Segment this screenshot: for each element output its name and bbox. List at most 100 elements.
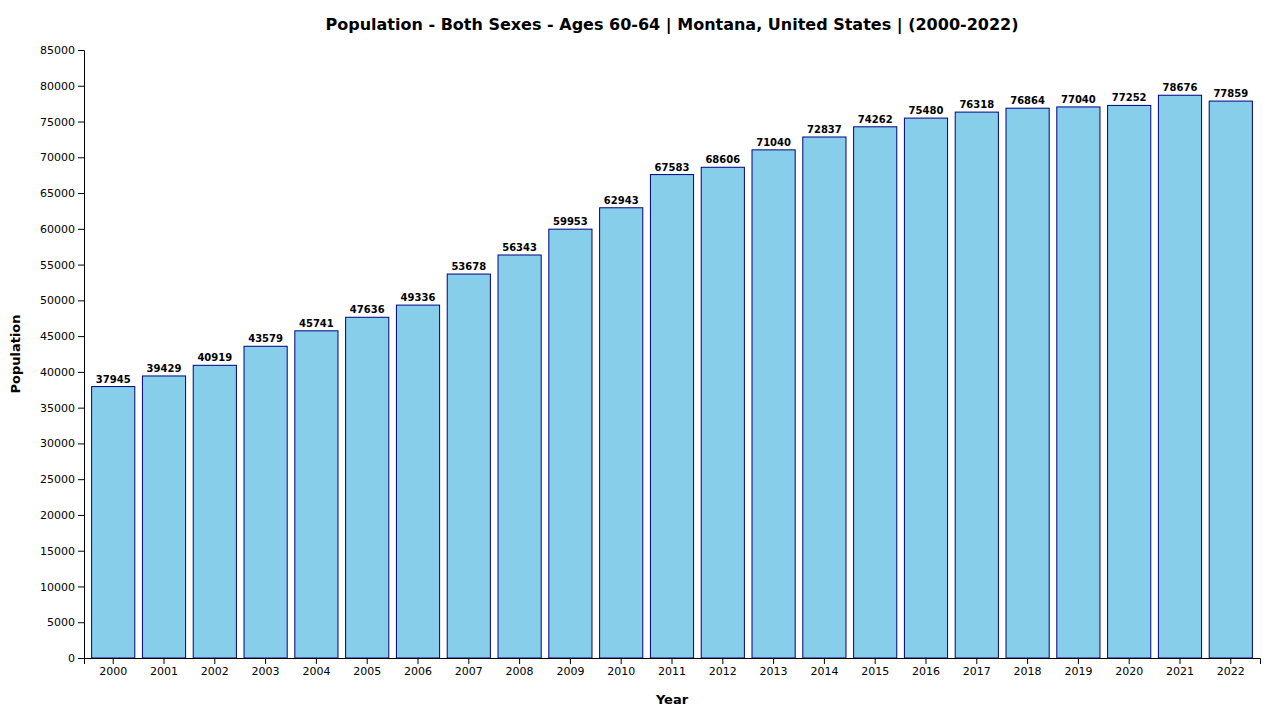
x-tick-label: 2014 xyxy=(810,665,838,678)
x-tick-label: 2006 xyxy=(404,665,432,678)
x-tick: 2004 xyxy=(302,658,330,678)
x-tick: 2002 xyxy=(201,658,229,678)
x-tick-mark xyxy=(824,658,825,664)
bar xyxy=(447,274,490,658)
data-label: 47636 xyxy=(350,304,385,315)
x-tick-label: 2001 xyxy=(150,665,178,678)
y-tick-mark xyxy=(78,586,84,587)
y-tick: 75000 xyxy=(40,116,84,129)
y-tick: 60000 xyxy=(40,223,84,236)
x-tick-mark xyxy=(367,658,368,664)
y-axis: 0500010000150002000025000300003500040000… xyxy=(40,44,85,665)
x-tick-label: 2005 xyxy=(353,665,381,678)
data-label: 68606 xyxy=(705,154,740,165)
x-tick-mark xyxy=(316,658,317,664)
y-tick-label: 15000 xyxy=(40,545,75,558)
x-tick-label: 2004 xyxy=(302,665,330,678)
y-tick: 25000 xyxy=(40,473,84,486)
x-tick: 2015 xyxy=(861,658,889,678)
data-label: 43579 xyxy=(248,333,283,344)
data-label: 59953 xyxy=(553,216,588,227)
x-tick: 2022 xyxy=(1217,658,1245,678)
plot-area xyxy=(92,95,1253,658)
x-tick-mark xyxy=(519,658,520,664)
bar xyxy=(193,365,236,658)
x-tick-label: 2013 xyxy=(760,665,788,678)
y-tick-mark xyxy=(78,122,84,123)
x-tick-label: 2002 xyxy=(201,665,229,678)
y-tick-mark xyxy=(78,193,84,194)
y-tick-label: 0 xyxy=(68,652,75,665)
bar xyxy=(346,317,389,658)
y-tick-label: 50000 xyxy=(40,294,75,307)
x-tick-mark xyxy=(773,658,774,664)
data-label: 74262 xyxy=(858,114,893,125)
data-label: 62943 xyxy=(604,195,639,206)
x-tick-label: 2015 xyxy=(861,665,889,678)
x-tick-label: 2020 xyxy=(1115,665,1143,678)
y-tick-mark xyxy=(78,50,84,51)
y-tick-mark xyxy=(78,408,84,409)
data-label: 45741 xyxy=(299,318,334,329)
y-tick: 0 xyxy=(68,652,84,665)
x-tick-mark xyxy=(418,658,419,664)
bar xyxy=(92,387,135,658)
y-tick-label: 20000 xyxy=(40,509,75,522)
x-tick-label: 2021 xyxy=(1166,665,1194,678)
x-tick: 2001 xyxy=(150,658,178,678)
y-tick: 45000 xyxy=(40,330,84,343)
x-tick: 2008 xyxy=(506,658,534,678)
x-tick-label: 2009 xyxy=(556,665,584,678)
y-tick-label: 55000 xyxy=(40,259,75,272)
y-tick-label: 80000 xyxy=(40,80,75,93)
bar xyxy=(1006,108,1049,658)
x-tick-mark xyxy=(976,658,977,664)
x-tick-mark xyxy=(621,658,622,664)
data-label: 77040 xyxy=(1061,94,1096,105)
y-tick: 30000 xyxy=(40,437,84,450)
y-tick-mark xyxy=(78,229,84,230)
x-tick-label: 2017 xyxy=(963,665,991,678)
y-tick-label: 30000 xyxy=(40,437,75,450)
x-tick-label: 2008 xyxy=(506,665,534,678)
data-label: 77252 xyxy=(1112,92,1147,103)
bar xyxy=(701,167,744,658)
x-tick-mark xyxy=(164,658,165,664)
x-tick-label: 2011 xyxy=(658,665,686,678)
y-tick: 85000 xyxy=(40,44,84,57)
bar xyxy=(1158,95,1201,658)
y-tick-label: 40000 xyxy=(40,366,75,379)
title: Population - Both Sexes - Ages 60-64 | M… xyxy=(325,15,1018,35)
y-tick-label: 70000 xyxy=(40,151,75,164)
x-tick: 2014 xyxy=(810,658,838,678)
bar xyxy=(1108,105,1151,658)
x-tick-mark xyxy=(672,658,673,664)
bar xyxy=(396,305,439,658)
y-tick: 80000 xyxy=(40,80,84,93)
data-labels: 3794539429409194357945741476364933653678… xyxy=(96,82,1248,384)
data-label: 39429 xyxy=(147,363,182,374)
x-tick-mark xyxy=(214,658,215,664)
y-tick: 55000 xyxy=(40,259,84,272)
x-tick-label: 2016 xyxy=(912,665,940,678)
x-tick: 2012 xyxy=(709,658,737,678)
x-tick-label: 2010 xyxy=(607,665,635,678)
x-tick-label: 2018 xyxy=(1014,665,1042,678)
y-tick: 40000 xyxy=(40,366,84,379)
y-tick-label: 85000 xyxy=(40,44,75,57)
x-tick-mark xyxy=(468,658,469,664)
bar xyxy=(955,112,998,658)
x-tick-label: 2022 xyxy=(1217,665,1245,678)
bar xyxy=(650,175,693,658)
y-tick: 15000 xyxy=(40,545,84,558)
data-label: 67583 xyxy=(655,162,690,173)
data-label: 76318 xyxy=(959,99,994,110)
y-tick-mark xyxy=(78,551,84,552)
data-label: 75480 xyxy=(909,105,944,116)
bar xyxy=(1209,101,1252,658)
x-tick-mark xyxy=(570,658,571,664)
y-tick-label: 10000 xyxy=(40,580,75,593)
data-label: 78676 xyxy=(1163,82,1198,93)
x-tick-label: 2003 xyxy=(252,665,280,678)
x-tick: 2009 xyxy=(556,658,584,678)
